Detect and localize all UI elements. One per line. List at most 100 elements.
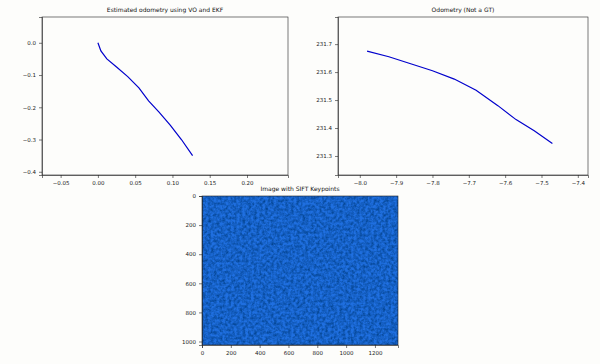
tick-mark [199, 196, 202, 197]
tick: 0.10 [167, 175, 180, 186]
tick-mark [346, 345, 347, 348]
tick-label: −7.7 [463, 180, 477, 186]
tick: −0.2 [23, 105, 42, 111]
tick: 400 [186, 251, 203, 257]
tick: 0 [193, 193, 203, 199]
tick-label: 0.15 [204, 180, 217, 186]
tick-label: 1200 [368, 350, 382, 356]
tick-mark [39, 172, 42, 173]
tick: −7.7 [463, 175, 477, 186]
tick-label: −0.4 [23, 169, 37, 175]
tick-mark [578, 175, 579, 178]
tick-label: 800 [313, 350, 324, 356]
tick-mark [172, 175, 173, 178]
tick-label: 1000 [340, 350, 354, 356]
tick-label: −7.5 [535, 180, 549, 186]
plot-area [98, 43, 193, 156]
tick: 1200 [368, 345, 382, 356]
tick-label: 200 [186, 222, 197, 228]
title: Image with SIFT Keypoints [260, 185, 339, 193]
tick: 231.6 [316, 69, 338, 75]
tick-label: 600 [284, 350, 295, 356]
tick-mark [231, 345, 232, 348]
tick-mark [317, 345, 318, 348]
trajectory-line [98, 43, 193, 156]
tick: 0.0 [27, 40, 42, 46]
image-texture [202, 196, 398, 345]
tick-mark [135, 175, 136, 178]
y-axis: 231.3 231.4 231.5 231.6 231.7 [316, 18, 338, 176]
tick-mark [396, 175, 397, 178]
axis-line [203, 346, 399, 349]
tick-label: 231.3 [316, 153, 332, 159]
title: Odometry (Not a GT) [432, 6, 495, 14]
tick-label: −0.3 [23, 137, 37, 143]
tick: 600 [284, 345, 295, 356]
tick-mark [199, 225, 202, 226]
tick-label: 231.5 [316, 97, 332, 103]
tick: 0.00 [92, 175, 105, 186]
tick-mark [335, 156, 338, 157]
plot-area [367, 51, 552, 143]
tick: 0.15 [204, 175, 217, 186]
tick-label: −0.1 [23, 72, 36, 78]
tick: −7.5 [535, 175, 549, 186]
tick-label: 0.20 [241, 180, 254, 186]
tick-mark [469, 175, 470, 178]
tick-mark [288, 345, 289, 348]
tick: −0.1 [23, 72, 42, 78]
tick-label: −7.4 [572, 180, 586, 186]
tick: −7.8 [426, 175, 440, 186]
tick-label: 0.00 [92, 180, 105, 186]
tick: 1000 [340, 345, 354, 356]
x-axis: −8.0 −7.9 −7.8 −7.7 −7.6 −7.5 −7.4 [339, 175, 589, 186]
tick-label: 0.10 [167, 180, 180, 186]
tick-label: −7.6 [499, 180, 513, 186]
tick-mark [199, 283, 202, 284]
tick-label: 231.7 [316, 41, 332, 47]
tick-label: −7.9 [390, 180, 404, 186]
tick-mark [247, 175, 248, 178]
tick-label: −0.05 [53, 180, 70, 186]
tick-label: 0.05 [130, 180, 143, 186]
tick-mark [39, 43, 42, 44]
tick: −0.05 [53, 175, 70, 186]
tick-label: 600 [186, 281, 197, 287]
tick: 800 [186, 310, 203, 316]
tick: 231.4 [316, 125, 338, 131]
image [202, 196, 398, 345]
tick-mark [335, 128, 338, 129]
tick: 800 [313, 345, 324, 356]
tick-label: 0 [193, 193, 197, 199]
tick-label: 1000 [182, 339, 196, 345]
tick: 200 [186, 222, 203, 228]
tick-mark [39, 107, 42, 108]
trajectory-line [367, 51, 552, 143]
tick-label: 800 [186, 310, 197, 316]
tick: 0.05 [130, 175, 143, 186]
tick: 0 [201, 345, 205, 356]
tick: −8.0 [354, 175, 368, 186]
frame [338, 17, 588, 175]
tick: 0.20 [241, 175, 254, 186]
x-axis: 020040060080010001200 [201, 345, 399, 356]
tick: 1000 [182, 339, 202, 345]
panel-2: 02004006008001000120002004006008001000Im… [182, 185, 399, 356]
figure: −0.05 0.00 0.05 0.10 0.15 0.20 0.0 −0.1 −0.2 −0.3… [0, 0, 600, 364]
tick-label: 200 [226, 350, 237, 356]
tick-label: 400 [186, 251, 197, 257]
tick: 231.7 [316, 41, 338, 47]
tick-label: 231.4 [316, 125, 332, 131]
tick-label: 231.6 [316, 69, 332, 75]
tick-mark [335, 100, 338, 101]
tick-mark [260, 345, 261, 348]
axis-line [339, 176, 589, 179]
tick-mark [199, 254, 202, 255]
tick-label: −0.2 [23, 105, 36, 111]
frame [202, 196, 398, 345]
tick: −7.9 [390, 175, 404, 186]
axis-line [43, 176, 289, 179]
tick-label: 0 [201, 350, 205, 356]
tick: 600 [186, 281, 203, 287]
tick-mark [39, 140, 42, 141]
